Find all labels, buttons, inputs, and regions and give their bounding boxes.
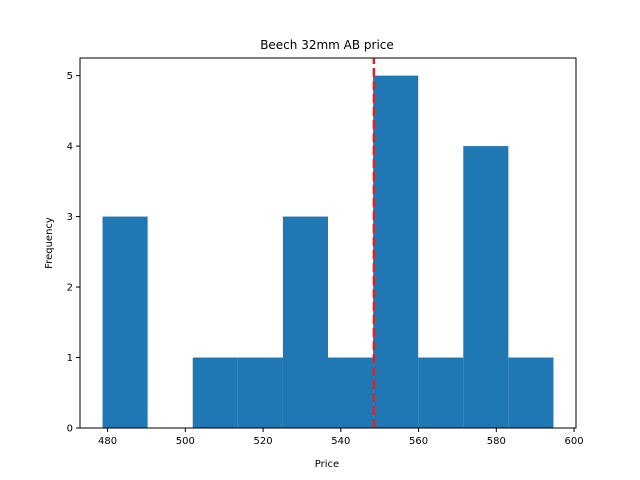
- chart-title: Beech 32mm AB price: [260, 38, 394, 52]
- y-tick-label: 4: [67, 142, 73, 153]
- histogram-bar-5: [328, 357, 374, 428]
- histogram-bar-2: [192, 357, 238, 428]
- x-axis-label: Price: [315, 459, 339, 470]
- y-tick-label: 3: [67, 212, 73, 223]
- histogram-bar-0: [102, 216, 148, 428]
- x-tick-label: 540: [331, 436, 350, 447]
- plot-frame: [79, 57, 577, 429]
- histogram-bar-3: [237, 357, 283, 428]
- y-tick-label: 1: [67, 353, 73, 364]
- y-axis-ticks: 0 1 2 3 4 5: [67, 71, 80, 435]
- x-tick-label: 560: [409, 436, 428, 447]
- bars-group: [102, 75, 554, 428]
- x-tick-label: 480: [98, 436, 117, 447]
- y-tick-label: 5: [67, 71, 73, 82]
- x-tick-label: 500: [176, 436, 195, 447]
- x-axis-ticks: 480 500 520 540 560 580 600: [98, 428, 584, 447]
- x-tick-label: 580: [487, 436, 506, 447]
- x-tick-label: 520: [254, 436, 273, 447]
- y-tick-label: 2: [67, 283, 73, 294]
- x-tick-label: 600: [565, 436, 584, 447]
- histogram-bar-6: [373, 75, 419, 428]
- y-axis-label: Frequency: [44, 217, 55, 269]
- histogram-bar-4: [282, 216, 328, 428]
- histogram-bar-9: [508, 357, 554, 428]
- histogram-bar-8: [463, 146, 509, 428]
- histogram-bar-7: [418, 357, 464, 428]
- y-tick-label: 0: [67, 424, 73, 435]
